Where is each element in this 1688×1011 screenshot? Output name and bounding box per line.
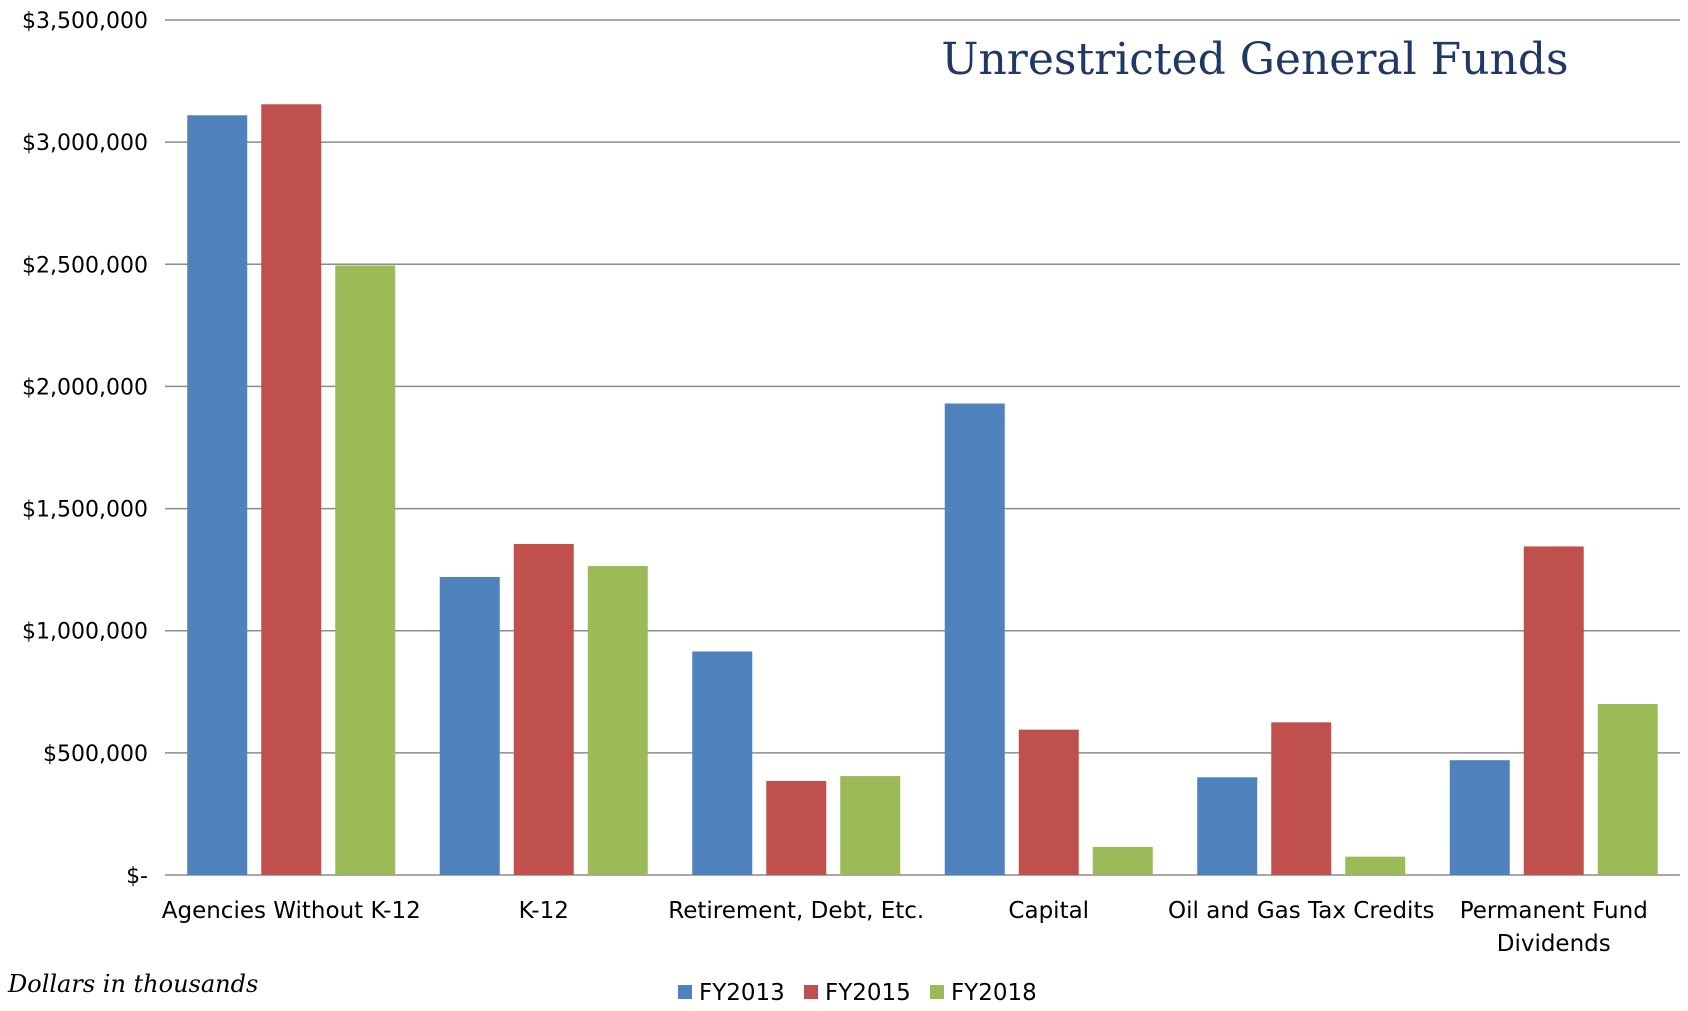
bar-fy2013-4 xyxy=(1197,777,1258,875)
bar-fy2013-3 xyxy=(944,403,1005,875)
bar-fy2015-0 xyxy=(261,104,322,876)
legend-swatch-fy2015 xyxy=(804,985,818,999)
bar-fy2018-2 xyxy=(840,776,901,875)
bar-fy2018-3 xyxy=(1092,846,1153,875)
bar-fy2015-4 xyxy=(1271,722,1332,875)
x-category-label-3: Capital xyxy=(1008,898,1089,924)
y-tick-label-5: $2,500,000 xyxy=(22,253,148,278)
bar-fy2013-2 xyxy=(692,651,753,875)
chart-title: Unrestricted General Funds xyxy=(941,34,1568,85)
x-category-label-0: Agencies Without K-12 xyxy=(162,898,421,924)
y-tick-label-0: $- xyxy=(126,864,148,889)
bar-fy2018-1 xyxy=(587,565,648,875)
bar-fy2015-2 xyxy=(766,780,827,875)
y-tick-label-7: $3,500,000 xyxy=(22,9,148,34)
y-tick-label-3: $1,500,000 xyxy=(22,498,148,523)
legend-label-fy2013: FY2013 xyxy=(699,980,785,1006)
x-category-label-4: Oil and Gas Tax Credits xyxy=(1168,898,1434,924)
y-tick-label-6: $3,000,000 xyxy=(22,131,148,156)
legend-label-fy2018: FY2018 xyxy=(951,980,1037,1006)
bar-fy2015-5 xyxy=(1523,546,1584,875)
y-tick-label-4: $2,000,000 xyxy=(22,375,148,400)
legend: FY2013 FY2015 FY2018 xyxy=(678,980,1037,1006)
bar-fy2015-1 xyxy=(513,543,574,875)
x-category-label-2: Retirement, Debt, Etc. xyxy=(668,898,924,924)
bar-fy2015-3 xyxy=(1018,729,1079,875)
legend-swatch-fy2013 xyxy=(678,985,692,999)
bars xyxy=(187,104,1658,876)
units-footnote: Dollars in thousands xyxy=(7,970,258,998)
legend-swatch-fy2018 xyxy=(930,985,944,999)
gridlines xyxy=(165,19,1680,876)
bar-fy2018-4 xyxy=(1345,856,1406,875)
y-tick-label-1: $500,000 xyxy=(43,742,148,767)
y-axis-tick-labels: $- $500,000 $1,000,000 $1,500,000 $2,000,000… xyxy=(22,9,148,889)
y-tick-label-2: $1,000,000 xyxy=(22,620,148,645)
bar-fy2013-1 xyxy=(439,576,500,875)
bar-fy2013-5 xyxy=(1449,760,1510,875)
bar-fy2018-0 xyxy=(335,265,396,875)
bar-fy2018-5 xyxy=(1597,704,1658,875)
x-axis-category-labels: Agencies Without K-12 K-12 Retirement, Deb… xyxy=(162,898,1648,957)
x-category-label-1: K-12 xyxy=(519,898,569,924)
bar-fy2013-0 xyxy=(187,115,248,876)
legend-label-fy2015: FY2015 xyxy=(825,980,911,1006)
x-category-label-5: Permanent Fund Dividends xyxy=(1460,898,1648,957)
